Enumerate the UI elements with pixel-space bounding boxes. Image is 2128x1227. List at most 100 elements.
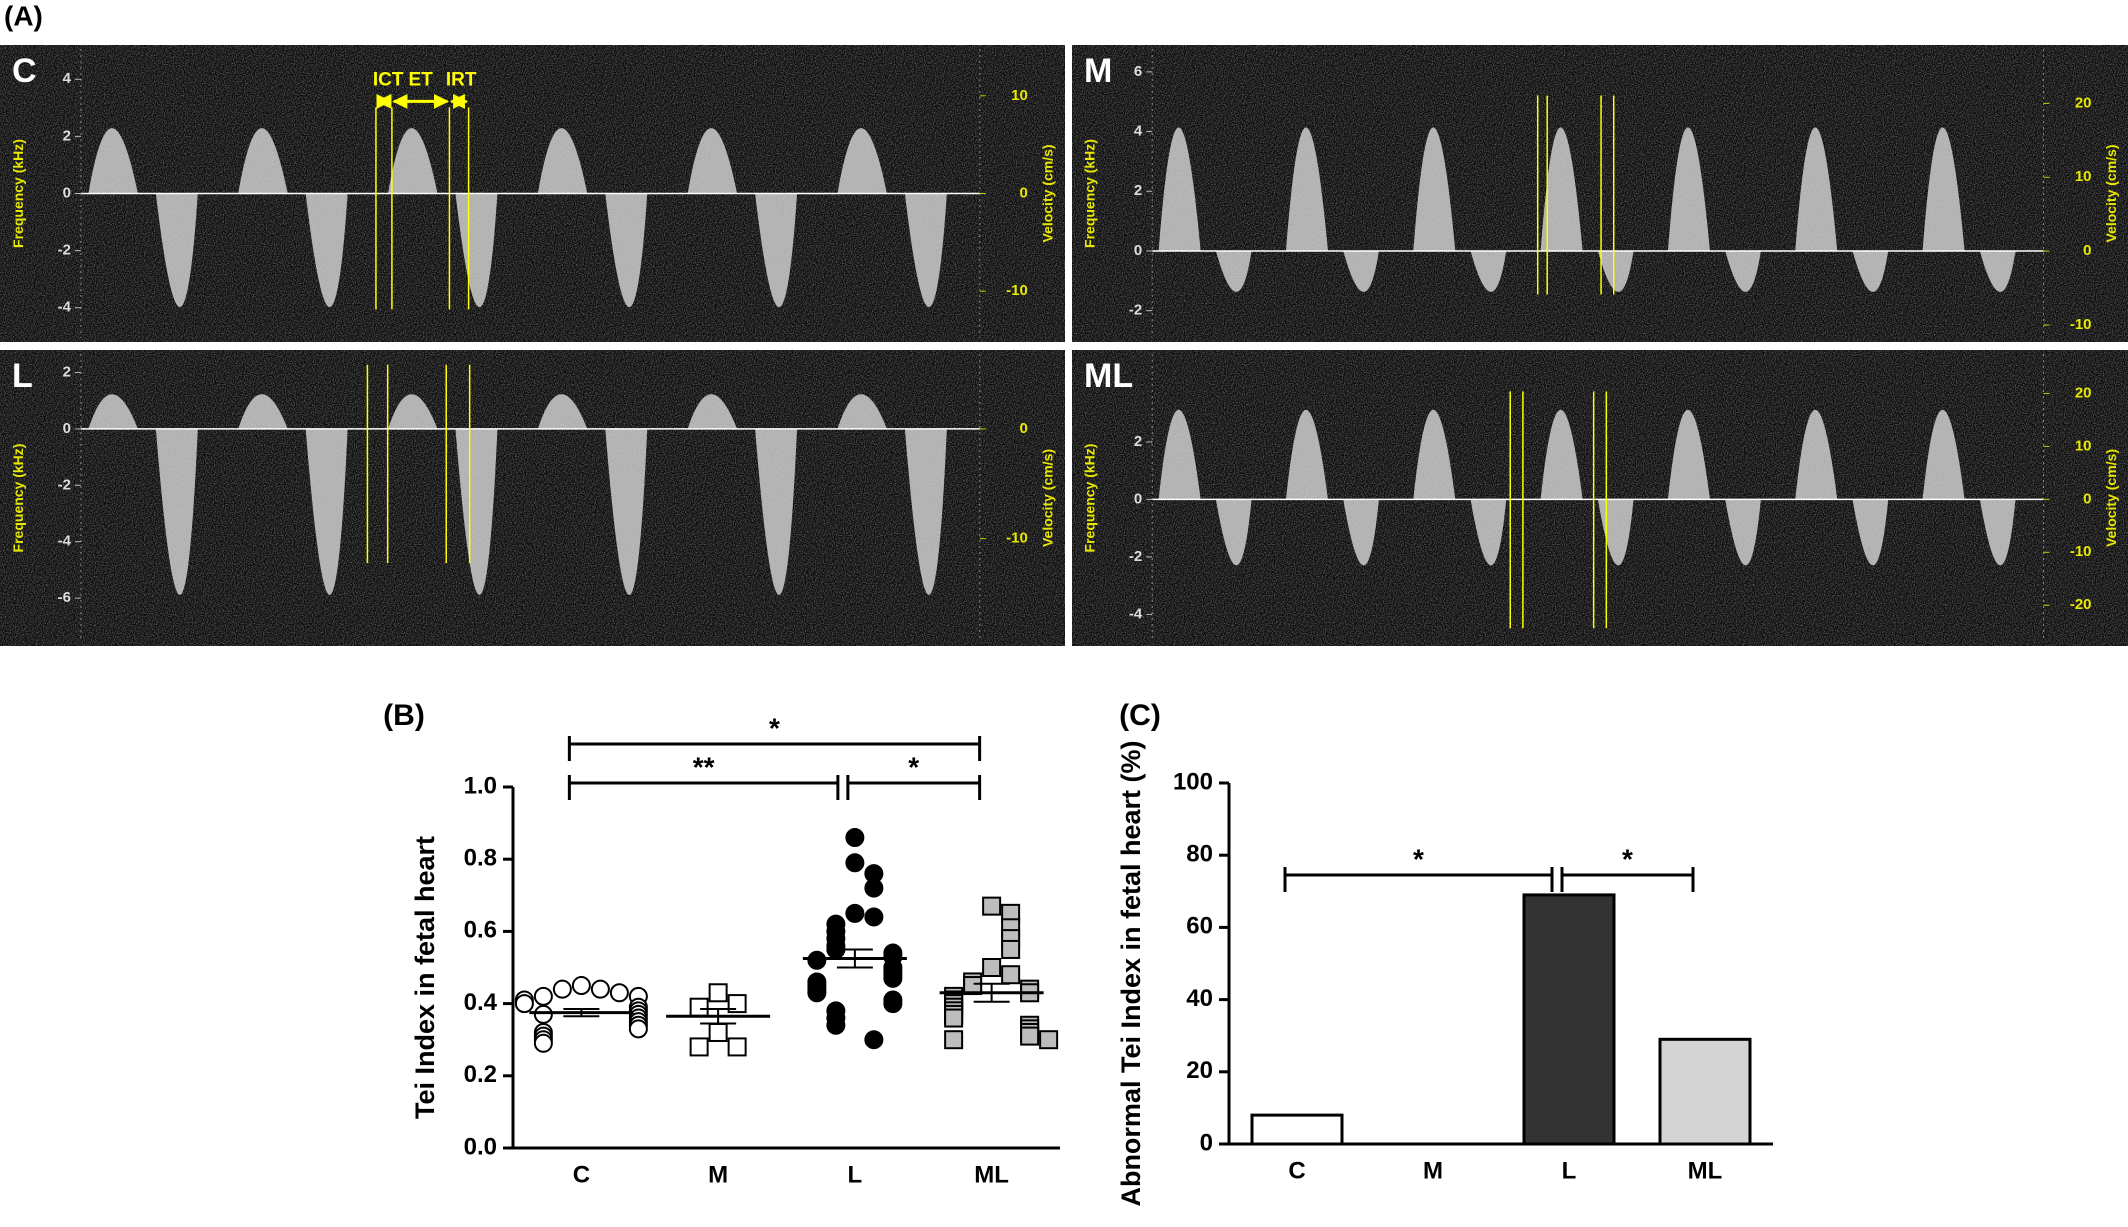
freq-tick-label: 0 — [63, 420, 71, 437]
point — [864, 907, 884, 927]
significance-label: * — [908, 751, 919, 782]
significance-bracket — [846, 775, 982, 800]
vel-tick-label: 0 — [2083, 490, 2091, 507]
point — [807, 983, 827, 1003]
vel-tick-label: 0 — [1019, 184, 1027, 201]
x-tick-label: M — [1423, 1157, 1443, 1184]
x-tick-label: L — [1562, 1157, 1577, 1184]
y-tick-label: 40 — [1186, 985, 1213, 1012]
x-tick-label: L — [848, 1161, 863, 1188]
vel-tick-label: 0 — [2083, 242, 2091, 259]
freq-tick-label: 0 — [63, 184, 71, 201]
point — [609, 983, 629, 1003]
speckle — [1072, 350, 2128, 646]
freq-tick-label: 2 — [1134, 182, 1142, 199]
bar — [1658, 1037, 1752, 1146]
waveform — [88, 394, 947, 595]
interval-label: IRT — [446, 70, 477, 91]
freq-tick-label: 6 — [1134, 63, 1142, 80]
y-tick-label: 0.6 — [464, 917, 497, 944]
freq-tick-label: 2 — [63, 127, 71, 144]
y-tick-label: 100 — [1173, 768, 1213, 795]
point — [1020, 1026, 1040, 1046]
freq-tick-label: -2 — [1129, 302, 1142, 319]
point — [807, 950, 827, 970]
freq-tick-label: -2 — [58, 476, 71, 493]
freq-tick-label: -4 — [58, 533, 72, 550]
freq-tick-label: 2 — [1134, 433, 1142, 450]
vel-axis-label: Velocity (cm/s) — [1040, 144, 1056, 242]
freq-axis-label: Frequency (kHz) — [10, 139, 26, 248]
panel-label: (C) — [1119, 699, 1161, 732]
sem-bar — [700, 1008, 737, 1025]
point — [727, 1037, 747, 1057]
y-tick-label: 60 — [1186, 913, 1213, 940]
point — [1001, 939, 1021, 959]
point — [533, 1004, 553, 1024]
image-label: M — [1084, 52, 1112, 90]
vel-tick-label: -10 — [2070, 543, 2092, 560]
freq-axis-label: Frequency (kHz) — [1082, 139, 1098, 248]
vel-tick-label: 10 — [2075, 168, 2092, 185]
y-tick-label: 0.2 — [464, 1061, 497, 1088]
point — [552, 979, 572, 999]
freq-tick-label: -2 — [1129, 548, 1142, 565]
point — [1001, 965, 1021, 985]
point — [845, 853, 865, 873]
interval-label: ICT — [373, 70, 404, 91]
freq-axis-label: Frequency (kHz) — [10, 444, 26, 553]
freq-tick-label: 0 — [1134, 242, 1142, 259]
freq-tick-label: 4 — [63, 70, 72, 87]
point — [883, 968, 903, 988]
x-tick-label: ML — [1688, 1157, 1723, 1184]
point — [982, 958, 1002, 977]
x-tick-label: C — [1288, 1157, 1305, 1184]
point — [689, 997, 709, 1017]
point — [590, 979, 610, 999]
point — [533, 1033, 553, 1053]
point — [883, 994, 903, 1014]
y-tick-label: 0.8 — [464, 845, 497, 872]
freq-tick-label: 2 — [63, 364, 71, 381]
sem-bar — [836, 948, 873, 969]
significance-label: * — [769, 712, 780, 743]
vel-tick-label: -10 — [1006, 282, 1028, 299]
bar — [1522, 893, 1616, 1146]
point — [708, 983, 728, 1003]
point — [864, 878, 884, 898]
interval-label: ET — [409, 70, 434, 91]
point — [864, 1030, 884, 1050]
freq-tick-label: 0 — [1134, 490, 1142, 507]
point — [845, 828, 865, 848]
sem-bar — [973, 982, 1010, 1003]
freq-tick-label: -4 — [58, 299, 72, 316]
waveform — [88, 128, 947, 308]
y-tick-label: 1.0 — [464, 772, 497, 799]
y-tick-label: 80 — [1186, 841, 1213, 868]
speckle — [0, 350, 1065, 646]
significance-bracket — [1560, 867, 1695, 892]
point — [571, 976, 591, 996]
waveform — [1158, 409, 2016, 566]
point — [944, 1030, 964, 1050]
y-tick-label: 0.0 — [464, 1133, 497, 1160]
bar — [1250, 1113, 1344, 1146]
panel-label: (B) — [383, 699, 425, 732]
freq-axis-label: Frequency (kHz) — [1082, 444, 1098, 553]
vel-tick-label: 20 — [2075, 94, 2092, 111]
x-tick-label: C — [573, 1161, 590, 1188]
point — [514, 994, 534, 1014]
freq-tick-label: -2 — [58, 242, 71, 259]
point — [689, 1037, 709, 1057]
image-label: ML — [1084, 357, 1133, 395]
y-tick-label: 20 — [1186, 1057, 1213, 1084]
y-tick-label: 0.4 — [464, 989, 498, 1016]
x-tick-label: ML — [974, 1161, 1009, 1188]
y-tick-label: 0 — [1200, 1129, 1213, 1156]
vel-axis-label: Velocity (cm/s) — [2103, 144, 2119, 242]
significance-label: * — [1622, 843, 1633, 874]
vel-tick-label: 10 — [1011, 87, 1028, 104]
vel-tick-label: -10 — [2070, 316, 2092, 333]
y-axis-label: Tei Index in fetal heart — [410, 836, 440, 1119]
freq-tick-label: -6 — [58, 589, 71, 606]
